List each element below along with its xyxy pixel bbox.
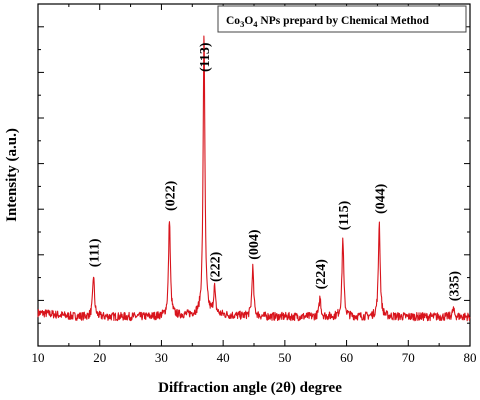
x-tick-label: 50 bbox=[278, 350, 291, 365]
legend-sub1: 3 bbox=[240, 19, 244, 29]
peak-label: (335) bbox=[447, 271, 462, 302]
axes: 10 20 30 40 50 60 70 80 bbox=[32, 3, 477, 365]
legend-sub2: 4 bbox=[253, 19, 258, 29]
peak-label: (022) bbox=[164, 180, 179, 211]
legend-mid: O bbox=[244, 15, 253, 27]
x-tick-label: 70 bbox=[402, 350, 415, 365]
legend-prefix: Co bbox=[226, 15, 240, 27]
x-tick-label: 40 bbox=[217, 350, 230, 365]
legend-suffix: NPs prepard by Chemical Method bbox=[258, 15, 430, 27]
peak-label: (115) bbox=[337, 200, 352, 230]
legend-box bbox=[217, 5, 467, 33]
peak-label: (044) bbox=[373, 183, 388, 214]
x-tick-label: 20 bbox=[93, 350, 106, 365]
peak-labels: (111) (022) (113) (222) (004) (224) (115) (044)… bbox=[88, 42, 463, 301]
peak-label: (113) bbox=[198, 42, 213, 72]
peak-label: (224) bbox=[314, 259, 329, 290]
peak-label: (222) bbox=[209, 251, 224, 282]
x-tick-label: 60 bbox=[340, 350, 353, 365]
x-tick-label: 10 bbox=[32, 350, 45, 365]
xrd-spectrum-line bbox=[37, 35, 471, 322]
legend: Co3O4 NPs prepard by Chemical Method bbox=[217, 5, 467, 33]
peak-label: (111) bbox=[88, 238, 103, 267]
y-axis-title: Intensity (a.u.) bbox=[4, 128, 20, 222]
legend-label: Co3O4 NPs prepard by Chemical Method bbox=[226, 15, 429, 29]
x-tick-label: 30 bbox=[155, 350, 168, 365]
x-axis-title: Diffraction angle (2θ) degree bbox=[158, 380, 342, 396]
x-tick-label: 80 bbox=[464, 350, 477, 365]
series-layer bbox=[37, 35, 471, 322]
peak-label: (004) bbox=[247, 229, 262, 260]
